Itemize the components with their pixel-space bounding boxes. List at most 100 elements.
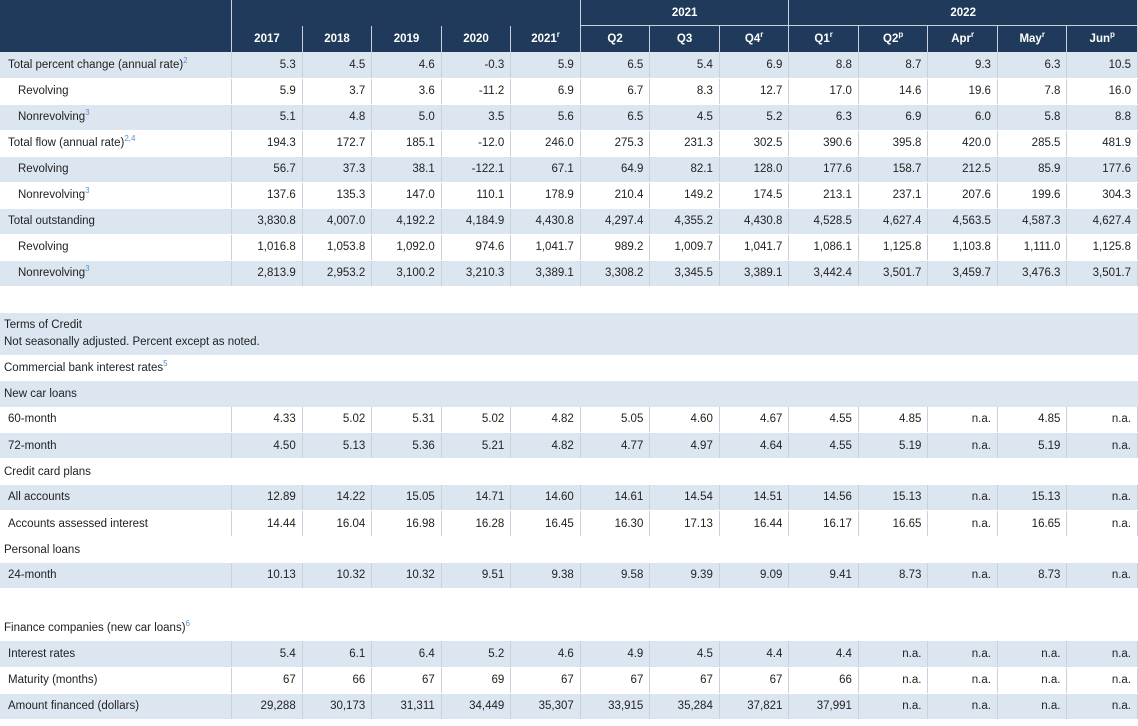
commercial-bank-section-label: Commercial bank interest rates5	[0, 354, 1138, 381]
table-cell: n.a.	[997, 667, 1068, 694]
table-cell: 172.7	[302, 130, 373, 157]
table-row: Accounts assessed interest 14.44 16.04 16.9…	[0, 510, 1138, 537]
table-cell: 9.51	[441, 562, 512, 589]
terms-header-cell: Terms of Credit Not seasonally adjusted. …	[0, 312, 1138, 355]
table-cell: 178.9	[510, 182, 581, 209]
row-label-text: Total flow (annual rate)	[8, 137, 125, 149]
row-label: Total percent change (annual rate)2	[0, 52, 233, 79]
table-cell: 82.1	[649, 156, 720, 183]
terms-subtitle: Not seasonally adjusted. Percent except …	[4, 335, 260, 348]
table-cell: 1,125.8	[858, 234, 929, 261]
credit-card-section-text: Credit card plans	[4, 465, 91, 478]
column-header-label: Q4	[744, 33, 761, 45]
personal-loans-section-label: Personal loans	[0, 536, 1138, 563]
table-cell: 66	[788, 667, 859, 694]
row-label: Nonrevolving3	[0, 182, 233, 209]
table-cell: n.a.	[927, 510, 998, 537]
table-cell: 33,915	[580, 693, 651, 720]
new-car-loans-section-label: New car loans	[0, 380, 1138, 407]
column-header-row: 2017 2018 2019 2020 2021r Q2 Q3 Q4r Q1r Q2p Aprr Ma…	[0, 25, 1138, 52]
finance-companies-section-text: Finance companies (new car loans)	[4, 622, 186, 634]
table-cell: 8.8	[788, 52, 859, 79]
table-cell: 16.65	[858, 510, 929, 537]
column-header: Q2	[580, 25, 651, 52]
table-cell: n.a.	[927, 693, 998, 720]
table-cell: n.a.	[858, 693, 929, 720]
table-cell: 29,288	[231, 693, 303, 720]
table-cell: 1,125.8	[1066, 234, 1138, 261]
table-cell: 5.19	[997, 432, 1068, 459]
table-cell: 177.6	[1066, 156, 1138, 183]
table-cell: 4.8	[302, 104, 373, 131]
table-row: Total flow (annual rate)2,4 194.3 172.7 185…	[0, 130, 1138, 157]
row-label-text: Revolving	[18, 163, 69, 175]
table-row: Total outstanding 3,830.8 4,007.0 4,192.2 4,…	[0, 208, 1138, 235]
column-header-label: Q2	[607, 33, 623, 45]
table-cell: 285.5	[997, 130, 1068, 157]
table-cell: -0.3	[441, 52, 512, 79]
table-cell: 213.1	[788, 182, 859, 209]
table-cell: 974.6	[441, 234, 512, 261]
column-header-footnote: r	[1041, 30, 1045, 40]
table-cell: 1,009.7	[649, 234, 720, 261]
table-cell: 5.6	[510, 104, 581, 131]
table-cell: 3,389.1	[719, 260, 790, 287]
table-cell: 4.64	[719, 432, 790, 459]
column-header-label: Apr	[951, 33, 972, 45]
column-header-label: Q2	[883, 33, 899, 45]
row-label: Revolving	[0, 156, 233, 183]
table-cell: 4,184.9	[441, 208, 512, 235]
table-cell: 14.44	[231, 510, 303, 537]
footnote-marker: 2,4	[124, 134, 136, 144]
table-cell: 5.31	[371, 406, 442, 433]
table-cell: 67.1	[510, 156, 581, 183]
table-row: Nonrevolving3 5.1 4.8 5.0 3.5 5.6 6.5 4.5 5.2 6.3…	[0, 104, 1138, 131]
table-cell: n.a.	[858, 641, 929, 668]
table-cell: 5.13	[302, 432, 373, 459]
table-cell: 15.05	[371, 484, 442, 511]
table-cell: 16.0	[1066, 78, 1138, 105]
table-cell: 14.54	[649, 484, 720, 511]
column-header-footnote: r	[829, 30, 833, 40]
table-row: Total percent change (annual rate)2 5.3 4.…	[0, 52, 1138, 79]
table-cell: 6.5	[580, 104, 651, 131]
table-cell: 3,501.7	[858, 260, 929, 287]
table-row: Maturity (months) 67 66 67 69 67 67 67 67 66 n.a. n…	[0, 667, 1138, 694]
table-cell: 4,627.4	[1066, 208, 1138, 235]
table-cell: 10.5	[1066, 52, 1138, 79]
footnote-marker: 6	[185, 619, 190, 629]
table-cell: n.a.	[1066, 667, 1138, 694]
table-cell: 5.05	[580, 406, 651, 433]
table-cell: 14.56	[788, 484, 859, 511]
table-cell: n.a.	[997, 641, 1068, 668]
table-cell: 5.02	[302, 406, 373, 433]
row-label: Total outstanding	[0, 208, 233, 235]
table-cell: 8.3	[649, 78, 720, 105]
table-cell: 15.13	[997, 484, 1068, 511]
row-label: 72-month	[0, 432, 233, 459]
table-cell: 67	[580, 667, 651, 694]
table-cell: 4,430.8	[719, 208, 790, 235]
row-label: 60-month	[0, 406, 233, 433]
table-cell: 5.3	[231, 52, 303, 79]
table-cell: 302.5	[719, 130, 790, 157]
terms-header: Terms of Credit Not seasonally adjusted. …	[0, 312, 1138, 355]
credit-card-section-label: Credit card plans	[0, 458, 1138, 485]
table-cell: -12.0	[441, 130, 512, 157]
table-cell: 56.7	[231, 156, 303, 183]
table-cell: 5.02	[441, 406, 512, 433]
table-cell: 9.58	[580, 562, 651, 589]
table-cell: n.a.	[1066, 641, 1138, 668]
table-cell: 67	[371, 667, 442, 694]
table-row: Revolving 5.9 3.7 3.6 -11.2 6.9 6.7 8.3 12.7 17.0…	[0, 78, 1138, 105]
row-label-text: Amount financed (dollars)	[8, 700, 140, 712]
table-cell: n.a.	[1066, 562, 1138, 589]
table-cell: 6.3	[788, 104, 859, 131]
table-cell: 4.60	[649, 406, 720, 433]
table-cell: 210.4	[580, 182, 651, 209]
table-cell: 3.7	[302, 78, 373, 105]
table-cell: 2,953.2	[302, 260, 373, 287]
table-cell: 35,307	[510, 693, 581, 720]
table-cell: 16.45	[510, 510, 581, 537]
row-label: Revolving	[0, 234, 233, 261]
